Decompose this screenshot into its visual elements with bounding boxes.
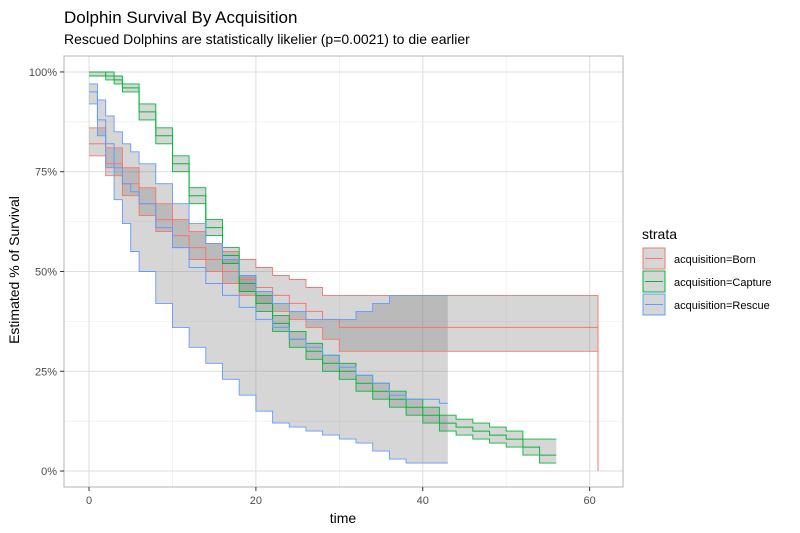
x-tick-label: 20 [250, 495, 262, 507]
ribbon-3 [89, 83, 448, 464]
legend-title: strata [642, 226, 677, 242]
x-axis-label: time [330, 510, 357, 526]
chart-title: Dolphin Survival By Acquisition [64, 8, 297, 27]
y-tick-label: 75% [35, 167, 57, 179]
y-tick-label: 100% [29, 67, 57, 79]
upper-bound-3 [89, 83, 448, 320]
legend-label-1: acquisition=Born [674, 254, 756, 266]
y-tick-label: 25% [35, 366, 57, 378]
upper-bound-1 [89, 127, 599, 471]
survival-curve-3 [89, 91, 448, 404]
y-axis-label: Estimated % of Survival [6, 196, 22, 344]
legend: strata acquisition=Born acquisition=Captu… [642, 226, 772, 316]
lower-bound-2 [89, 75, 557, 464]
y-tick-label: 50% [35, 267, 57, 279]
legend-label-3: acquisition=Rescue [674, 300, 770, 312]
x-tick-label: 40 [417, 495, 429, 507]
survival-curve-2 [89, 71, 557, 456]
legend-label-2: acquisition=Capture [674, 277, 772, 289]
lower-bound-3 [89, 103, 448, 464]
x-tick-label: 60 [584, 495, 596, 507]
chart-subtitle: Rescued Dolphins are statistically likel… [64, 31, 470, 47]
plot-area: 0 20 40 60 0% 25% 50% 75% 100% [29, 55, 624, 507]
y-tick-label: 0% [41, 466, 57, 478]
x-tick-label: 0 [86, 495, 92, 507]
ribbon-1 [89, 127, 598, 472]
